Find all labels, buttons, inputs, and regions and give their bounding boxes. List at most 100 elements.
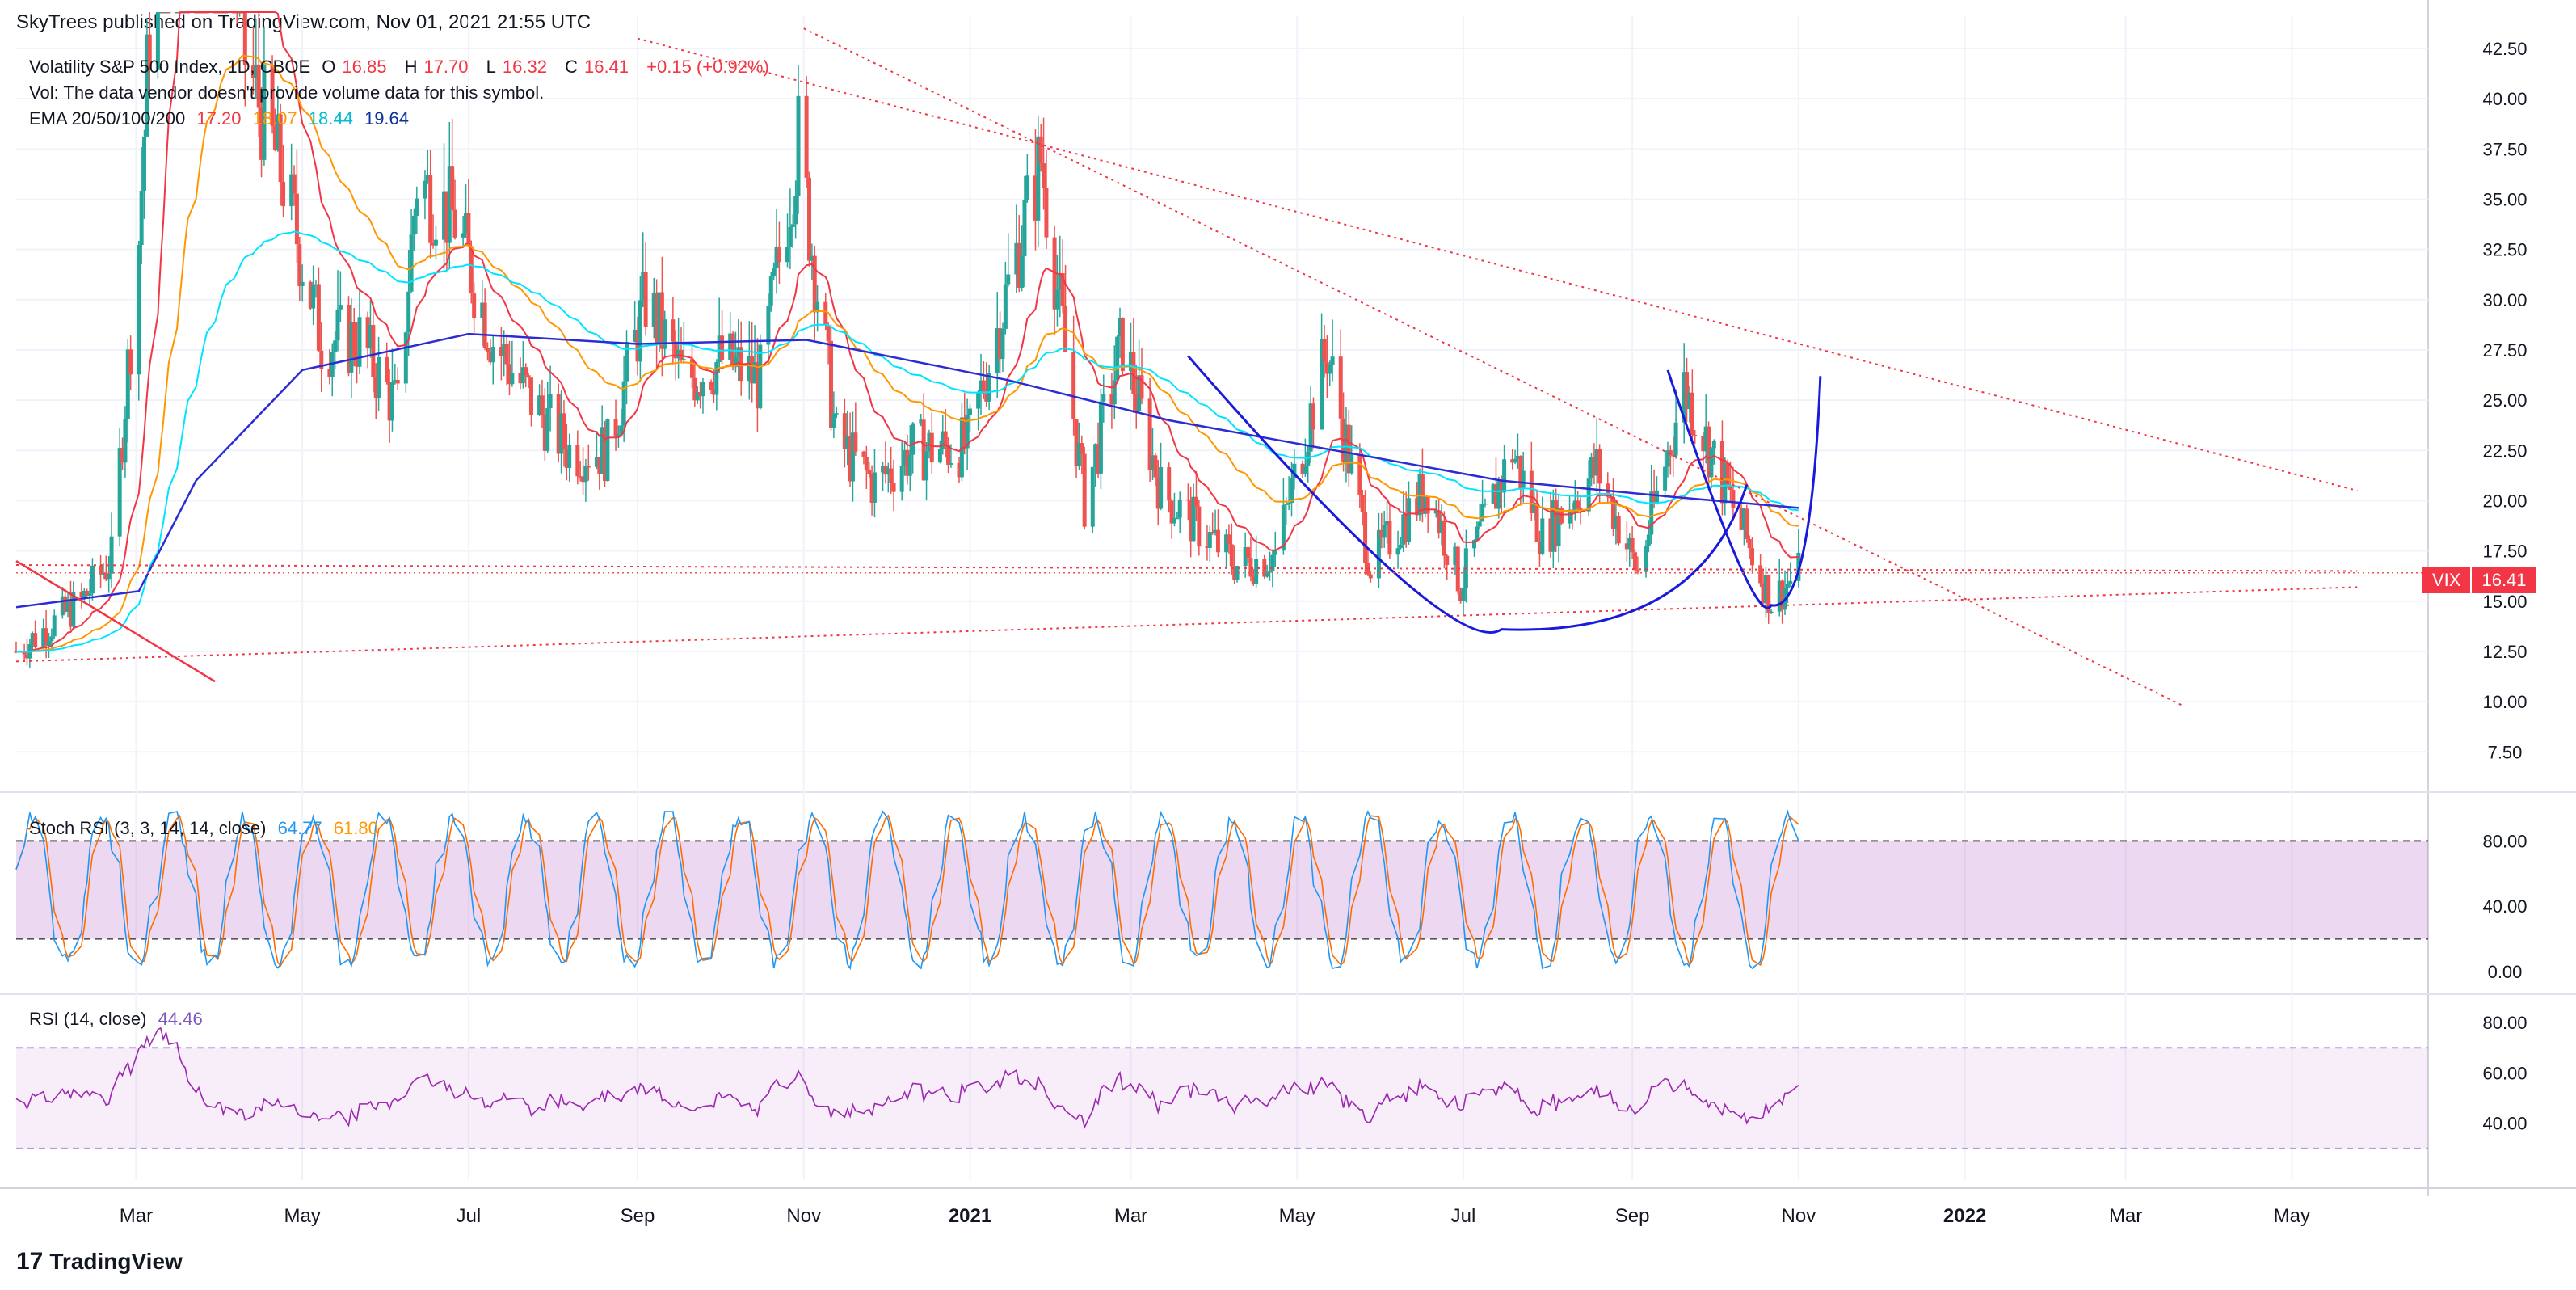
candle-body [567,445,572,468]
candle-body [1624,543,1629,550]
candle-body [499,347,503,356]
candle-body [1096,444,1101,474]
candle-body [1614,516,1618,529]
candle-body [502,344,507,356]
candle-body [1003,284,1008,329]
candle-body [1155,477,1160,509]
candle-body [1665,450,1670,467]
candle-body [297,244,302,286]
candle-body [559,413,564,454]
candle-body [1611,496,1616,529]
candle-body [1311,403,1315,430]
candle-body [927,432,932,452]
candle-body [109,536,114,574]
candle-body [619,425,624,434]
candle-body [1385,521,1390,525]
candle-body [504,344,509,365]
candle-body [774,246,779,269]
main-legend: Volatility S&P 500 Index, 1D, CBOE O 16.8… [29,57,776,78]
y-tick-label: 35.00 [2482,189,2527,209]
rsi-tick-label: 60.00 [2482,1063,2527,1083]
candle-body [123,419,128,463]
candle-body [1349,453,1354,474]
candle-body [998,328,1003,360]
candle-body [1668,450,1673,456]
candle-body [82,590,86,597]
candle-body [1175,517,1180,520]
volume-note: Vol: The data vendor doesn't provide vol… [29,82,545,103]
candle-body [1644,546,1648,572]
candle-body [63,596,68,612]
candle-body [486,348,490,352]
candle-body [1363,512,1368,563]
y-tick-label: 27.50 [2482,340,2527,360]
candle-body [1360,494,1365,512]
tradingview-brand[interactable]: 17 TradingView [16,1248,183,1275]
candle-body [1690,392,1694,436]
candle-body [540,395,545,415]
candle-body [425,174,430,181]
x-tick-label: Mar [1114,1205,1147,1227]
candle-body [256,64,261,108]
candle-body [1608,496,1613,499]
candle-body [1723,462,1728,504]
candle-body [720,335,725,360]
candle-body [99,565,103,575]
candle-body [308,281,313,309]
candle-body [1139,375,1144,399]
candle-body [793,196,798,225]
candle-body [641,272,646,301]
candle-body [1118,318,1122,337]
candle-body [52,615,57,637]
y-tick-label: 20.00 [2482,491,2527,511]
candle-body [605,419,610,482]
candle-body [1134,394,1139,411]
candle-body [65,600,70,612]
candle-body [1215,529,1220,553]
candle-body [510,373,515,385]
candle-body [461,233,465,238]
candle-body [117,448,122,537]
candle-body [1515,456,1520,459]
candle-body [409,234,414,292]
change-value: +0.15 (+0.92%) [646,57,769,77]
symbol-name: Volatility S&P 500 Index, 1D, CBOE [29,57,311,77]
candle-body [433,239,438,246]
candle-body [107,573,112,580]
candle-body [373,377,378,398]
candle-body [1785,584,1790,588]
rsi-value: 44.46 [158,1009,203,1029]
candle-body [663,319,667,349]
candle-body [1415,498,1420,516]
ema20-value: 17.20 [196,108,242,129]
candle-body [747,356,751,382]
tradingview-logo-icon: 17 [16,1248,44,1275]
last-price-tag: VIX 16.41 [2422,567,2536,593]
candle-body [709,382,713,390]
open-value: O 16.85 [322,57,387,77]
trendline [15,586,2358,663]
rsi-tick-label: 80.00 [2482,1013,2527,1033]
candle-body [1303,465,1307,474]
candle-body [692,377,697,401]
candle-body [289,174,294,207]
candle-body [314,284,318,286]
candle-body [1082,453,1087,527]
candle-body [1627,538,1632,550]
candle-body [1210,531,1215,533]
candle-body [823,301,828,326]
x-tick-label: Sep [1615,1205,1650,1227]
candle-body [49,636,54,642]
candle-body [1635,570,1640,572]
candle-body [1483,503,1488,505]
candle-body [1529,470,1534,514]
candle-body [1763,575,1768,604]
candle-body [1235,566,1240,580]
candle-body [1101,394,1106,402]
candle-body [442,191,447,240]
candle-body [949,462,953,465]
candle-body [1499,481,1504,493]
candle-body [1387,521,1392,555]
candle-body [899,466,904,492]
